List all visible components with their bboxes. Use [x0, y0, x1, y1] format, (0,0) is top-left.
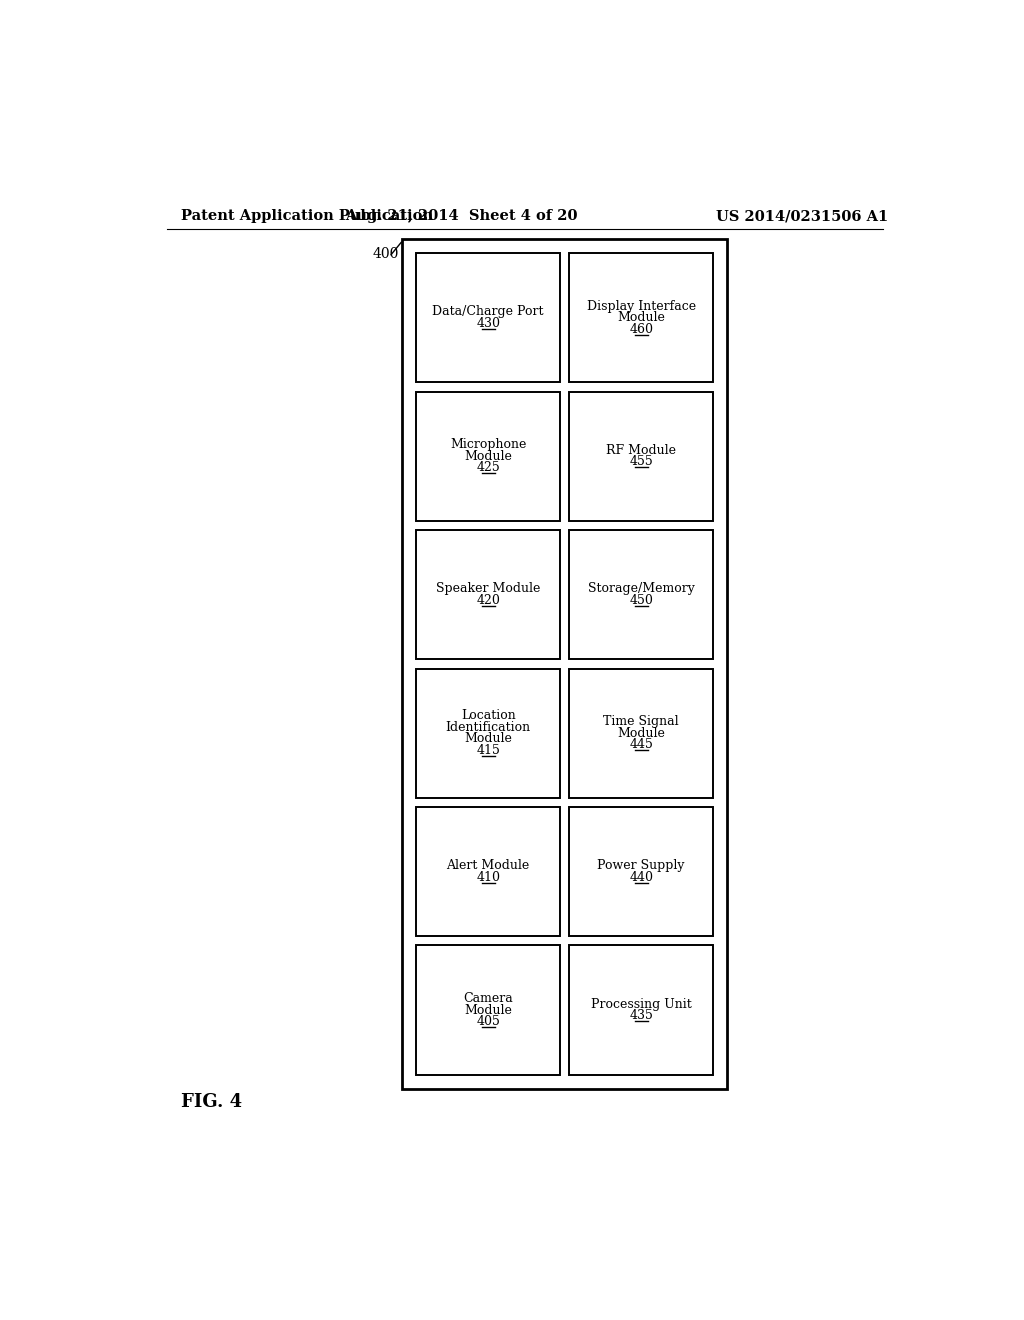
Bar: [569, 531, 713, 659]
Text: 435: 435: [630, 1010, 653, 1023]
Text: US 2014/0231506 A1: US 2014/0231506 A1: [716, 209, 889, 223]
Text: 410: 410: [476, 871, 500, 884]
Bar: [417, 531, 560, 659]
Text: Module: Module: [464, 450, 512, 463]
Bar: [402, 239, 727, 1089]
Text: Power Supply: Power Supply: [597, 859, 685, 873]
Text: 415: 415: [476, 744, 500, 756]
Text: RF Module: RF Module: [606, 444, 676, 457]
Text: 420: 420: [476, 594, 500, 607]
Text: Aug. 21, 2014  Sheet 4 of 20: Aug. 21, 2014 Sheet 4 of 20: [345, 209, 578, 223]
Text: Speaker Module: Speaker Module: [436, 582, 541, 595]
Bar: [417, 807, 560, 936]
Text: Location: Location: [461, 709, 515, 722]
Text: FIG. 4: FIG. 4: [180, 1093, 242, 1110]
Text: Module: Module: [617, 312, 666, 325]
Text: 440: 440: [629, 871, 653, 884]
Text: 445: 445: [630, 738, 653, 751]
Text: 455: 455: [630, 455, 653, 469]
Text: Module: Module: [464, 733, 512, 746]
Text: 400: 400: [372, 247, 398, 261]
Text: Identification: Identification: [445, 721, 530, 734]
Bar: [417, 668, 560, 797]
Text: Processing Unit: Processing Unit: [591, 998, 691, 1011]
Bar: [569, 668, 713, 797]
Bar: [569, 807, 713, 936]
Text: 430: 430: [476, 317, 500, 330]
Text: Time Signal: Time Signal: [603, 715, 679, 729]
Text: 425: 425: [476, 461, 500, 474]
Text: Alert Module: Alert Module: [446, 859, 529, 873]
Text: Module: Module: [464, 1003, 512, 1016]
Bar: [417, 253, 560, 383]
Text: Microphone: Microphone: [450, 438, 526, 451]
Text: 450: 450: [630, 594, 653, 607]
Text: Data/Charge Port: Data/Charge Port: [432, 305, 544, 318]
Text: 460: 460: [629, 323, 653, 335]
Text: Display Interface: Display Interface: [587, 300, 695, 313]
Bar: [417, 945, 560, 1074]
Text: Storage/Memory: Storage/Memory: [588, 582, 694, 595]
Text: 405: 405: [476, 1015, 500, 1028]
Bar: [417, 392, 560, 521]
Bar: [569, 945, 713, 1074]
Bar: [569, 392, 713, 521]
Bar: [569, 253, 713, 383]
Text: Patent Application Publication: Patent Application Publication: [180, 209, 433, 223]
Text: Camera: Camera: [463, 993, 513, 1005]
Text: Module: Module: [617, 726, 666, 739]
